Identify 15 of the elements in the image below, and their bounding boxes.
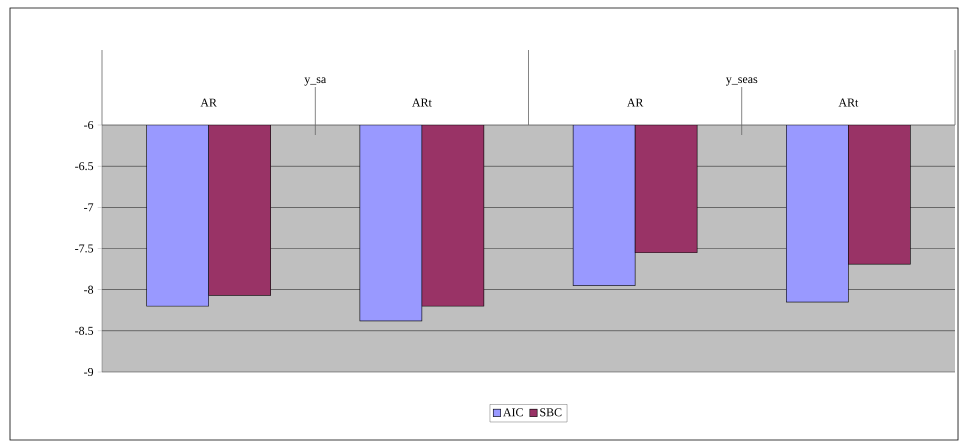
y-tick-label: -6.5 [75,162,94,170]
y-tick-label: -6 [84,120,94,130]
x-tick-label: ARt [412,98,432,107]
y-tick-label: -9 [84,368,94,376]
legend-label: SBC [540,408,562,416]
text: y_sa [304,77,326,86]
x-tick-label: ARt [838,98,858,107]
x-tick-label: AR [626,98,644,107]
x-tick-label: AR [200,98,217,107]
legend-label: AIC [503,408,523,416]
y-tick-label: -8 [84,286,94,294]
y-tick-label: -7 [84,203,94,212]
text: y_seas [726,77,758,86]
y-tick-label: -8.5 [75,326,94,335]
y-tick-label: -7.5 [75,244,94,252]
